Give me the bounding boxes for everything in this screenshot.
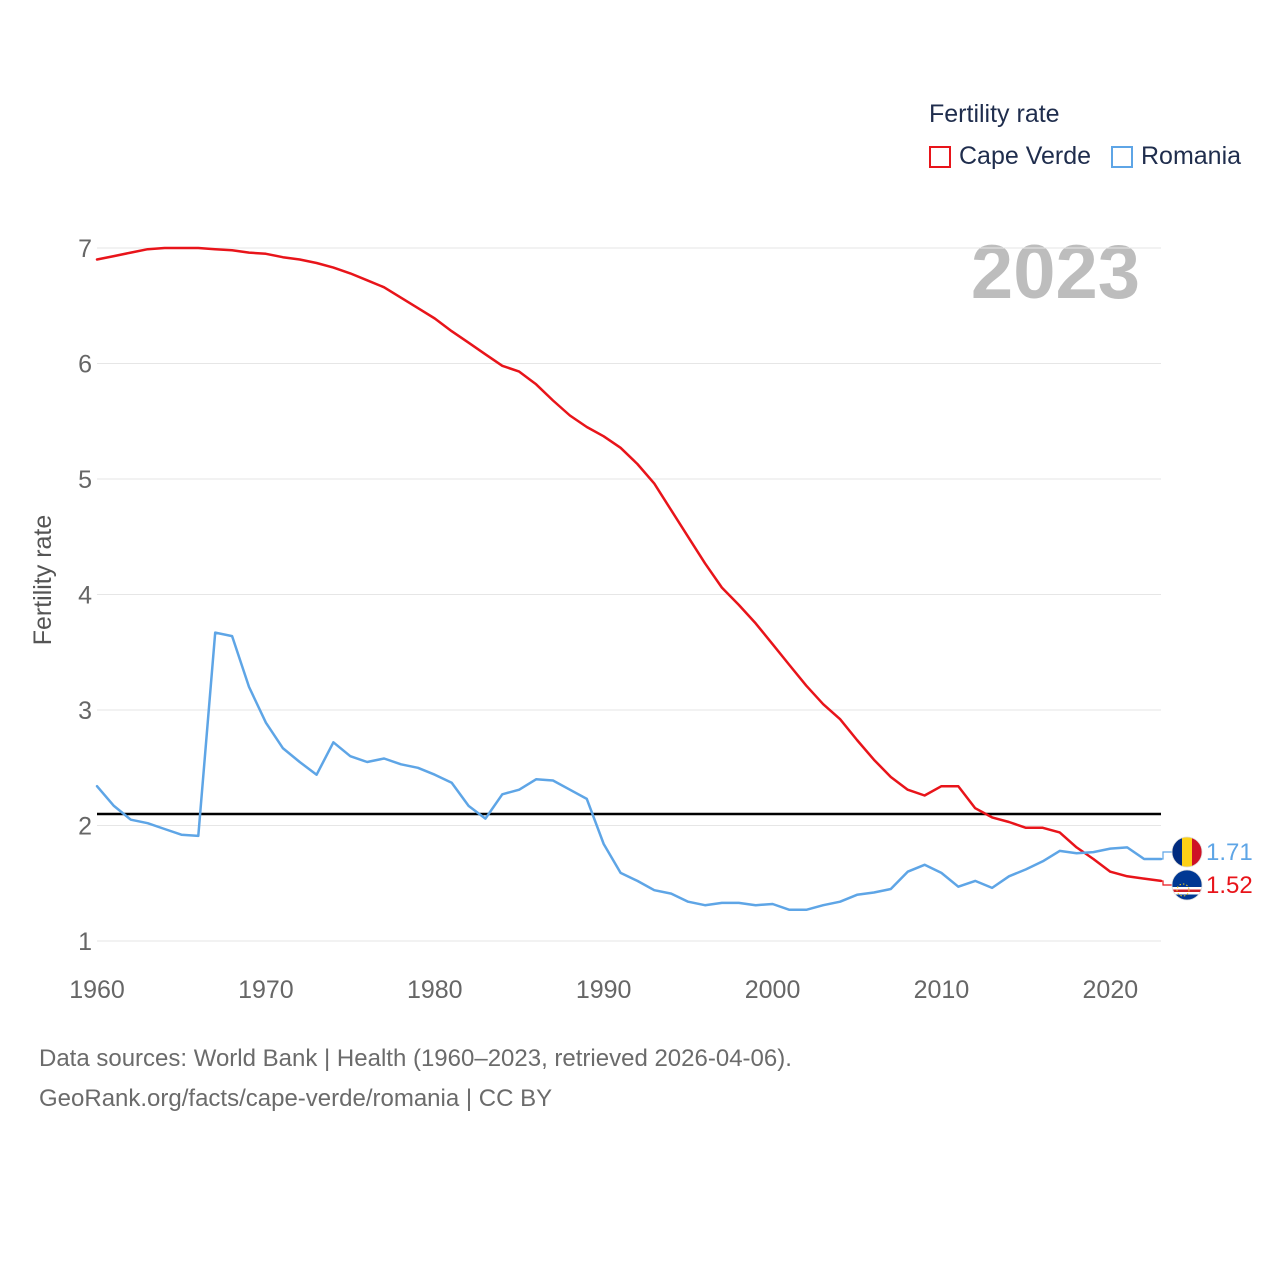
x-tick-label: 1980 xyxy=(407,976,463,1004)
footer-sources: Data sources: World Bank | Health (1960–… xyxy=(39,1045,792,1072)
x-tick-label: 2020 xyxy=(1083,976,1139,1004)
y-tick-label: 7 xyxy=(78,235,92,263)
x-tick-label: 2010 xyxy=(914,976,970,1004)
end-label-romania: 1.71 xyxy=(1206,839,1253,866)
y-tick-label: 2 xyxy=(78,813,92,841)
connector-romania xyxy=(1161,851,1173,860)
y-axis-title: Fertility rate xyxy=(29,515,57,646)
y-tick-label: 4 xyxy=(78,582,92,610)
flag-cape-verde-icon xyxy=(1171,869,1203,901)
connector-cape-verde xyxy=(1161,880,1173,886)
y-tick-label: 3 xyxy=(78,697,92,725)
legend-swatch-cape-verde xyxy=(929,145,951,168)
legend-label-romania: Romania xyxy=(1141,142,1242,170)
legend-title: Fertility rate xyxy=(929,100,1060,128)
series-line-romania xyxy=(95,631,1163,912)
legend-item-romania[interactable]: Romania xyxy=(1111,142,1241,171)
y-tick-label: 5 xyxy=(78,466,92,494)
x-tick-label: 2000 xyxy=(745,976,801,1004)
x-tick-label: 1960 xyxy=(69,976,125,1004)
footer-attribution[interactable]: GeoRank.org/facts/cape-verde/romania | C… xyxy=(39,1085,553,1112)
x-tick-label: 1970 xyxy=(238,976,294,1004)
legend-swatch-romania xyxy=(1111,145,1133,168)
legend-label-cape-verde: Cape Verde xyxy=(959,142,1092,170)
flag-romania-icon xyxy=(1171,836,1203,868)
y-tick-label: 1 xyxy=(78,928,92,956)
x-tick-label: 1990 xyxy=(576,976,632,1004)
y-tick-label: 6 xyxy=(78,351,92,379)
legend-item-cape-verde[interactable]: Cape Verde xyxy=(929,142,1091,171)
line-chart: Fertility rate 2023 1 2 3 4 5 6 7 1960 1970 1980 1… xyxy=(29,230,1253,1004)
series-line-cape-verde xyxy=(95,246,1163,883)
end-label-cape-verde: 1.52 xyxy=(1206,872,1253,899)
year-label: 2023 xyxy=(971,230,1140,315)
